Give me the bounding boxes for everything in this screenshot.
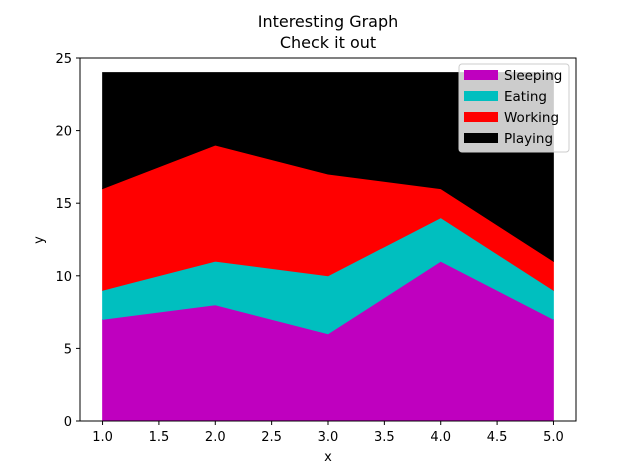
chart-subtitle: Check it out [280,33,376,52]
area-series-playing [102,72,554,263]
y-tick-label: 25 [55,52,72,67]
legend-label-working: Working [504,110,559,126]
chart-title: Interesting Graph [258,12,399,31]
y-tick-label: 15 [55,197,72,212]
legend-swatch-sleeping [464,70,498,80]
x-axis-title: x [324,450,332,465]
legend: Sleeping Eating Working Playing [458,63,570,153]
x-tick-label: 3.5 [374,430,395,445]
legend-label-playing: Playing [504,131,553,147]
x-tick-label: 2.0 [205,430,226,445]
x-tick-label: 2.5 [261,430,282,445]
area-series-group [102,72,554,422]
y-tick-label: 10 [55,270,72,285]
y-tick-label: 20 [55,125,72,140]
x-tick-label: 4.0 [430,430,451,445]
legend-box [458,63,570,153]
axes-group: 1.0 1.5 2.0 2.5 3.0 3.5 4.0 4.5 5.0 0 5 10 15 20 25 [55,52,577,445]
x-tick-label: 1.0 [92,430,113,445]
legend-label-sleeping: Sleeping [504,68,562,84]
legend-label-eating: Eating [504,89,547,105]
legend-swatch-working [464,112,498,122]
x-tick-label: 4.5 [487,430,508,445]
y-tick-label: 0 [64,415,72,430]
x-tick-label: 3.0 [318,430,339,445]
y-tick-label: 5 [64,342,72,357]
x-tick-label: 5.0 [543,430,564,445]
legend-swatch-eating [464,91,498,101]
x-tick-label: 1.5 [149,430,170,445]
legend-swatch-playing [464,133,498,143]
y-axis-title: y [32,236,47,244]
